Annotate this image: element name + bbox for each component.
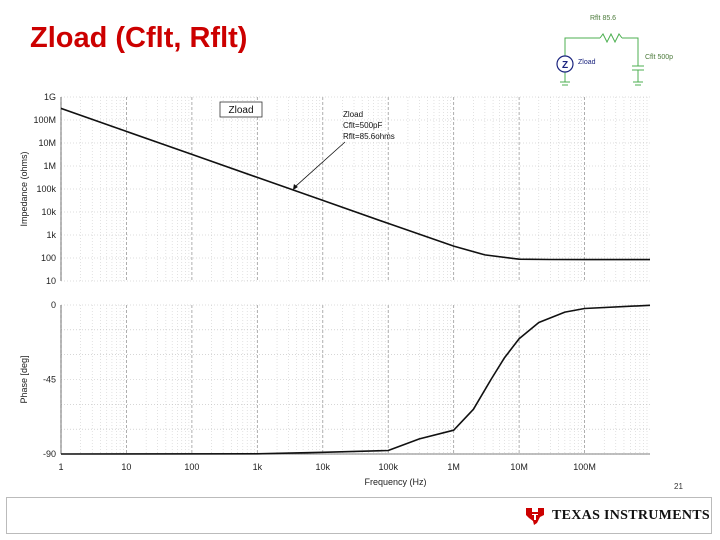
wire-left: [564, 37, 600, 56]
capacitor-label: Cflt 500p: [645, 54, 673, 61]
filter-schematic: Rflt 85.6 Cflt 500p Zload Z: [556, 15, 673, 86]
ground-right-icon: [633, 81, 643, 86]
legend-box: [219, 101, 263, 118]
phase-y-axis-label: Phase [deg]: [19, 355, 29, 403]
plot-grid: [60, 96, 650, 455]
annotation-arrow-icon: [292, 183, 298, 190]
annotation-line: Cflt=500pF: [343, 121, 382, 130]
frequency-tick-label: 1k: [253, 462, 263, 472]
magnitude-tick-label: 100k: [36, 184, 56, 194]
legend-label: Zload: [228, 105, 253, 116]
impedance-series-line: [61, 107, 650, 261]
magnitude-tick-label: 1G: [44, 92, 56, 102]
frequency-tick-label: 10M: [510, 462, 528, 472]
frequency-tick-label: 10k: [316, 462, 331, 472]
magnitude-tick-label: 1M: [43, 161, 56, 171]
annotation-leader: [294, 141, 346, 188]
plot-series: [60, 107, 651, 455]
plot-axes: [60, 97, 650, 455]
phase-tick-label: -90: [43, 449, 56, 459]
magnitude-y-axis-label: Impedance (ohms): [19, 151, 29, 226]
x-axis-label: Frequency (Hz): [364, 477, 426, 487]
slide-title: Zload (Cflt, Rflt): [30, 22, 248, 54]
ground-left-icon: [560, 72, 570, 86]
wire-right: [622, 37, 639, 66]
frequency-tick-label: 10: [121, 462, 131, 472]
annotation-line: Rflt=85.6ohms: [343, 132, 395, 141]
phase-series-line: [60, 304, 651, 455]
meter-symbol: Z: [562, 60, 568, 71]
resistor-symbol: [599, 32, 623, 44]
annotation-line: Zload: [343, 110, 363, 119]
magnitude-tick-label: 10M: [38, 138, 56, 148]
impedance-meter-icon: [556, 55, 574, 73]
brand-name: Texas Instruments: [552, 508, 710, 523]
meter-label: Zload: [578, 59, 596, 66]
magnitude-tick-label: 1k: [46, 230, 56, 240]
frequency-tick-label: 1: [58, 462, 63, 472]
magnitude-tick-label: 10k: [41, 207, 56, 217]
texas-state-logo-icon: [526, 508, 544, 525]
page-number: 21: [674, 482, 683, 491]
phase-tick-label: -45: [43, 375, 56, 385]
frequency-tick-label: 100: [184, 462, 199, 472]
frequency-tick-label: 100k: [378, 462, 398, 472]
frequency-tick-label: 1M: [447, 462, 460, 472]
frequency-tick-label: 100M: [573, 462, 596, 472]
ti-logo: Texas Instruments: [524, 505, 710, 527]
phase-tick-label: 0: [51, 300, 56, 310]
footer-frame: [6, 497, 712, 534]
magnitude-tick-label: 10: [46, 276, 56, 286]
capacitor-symbol: [632, 65, 644, 82]
resistor-label: Rflt 85.6: [590, 15, 616, 22]
magnitude-tick-label: 100M: [33, 115, 56, 125]
magnitude-tick-label: 100: [41, 253, 56, 263]
